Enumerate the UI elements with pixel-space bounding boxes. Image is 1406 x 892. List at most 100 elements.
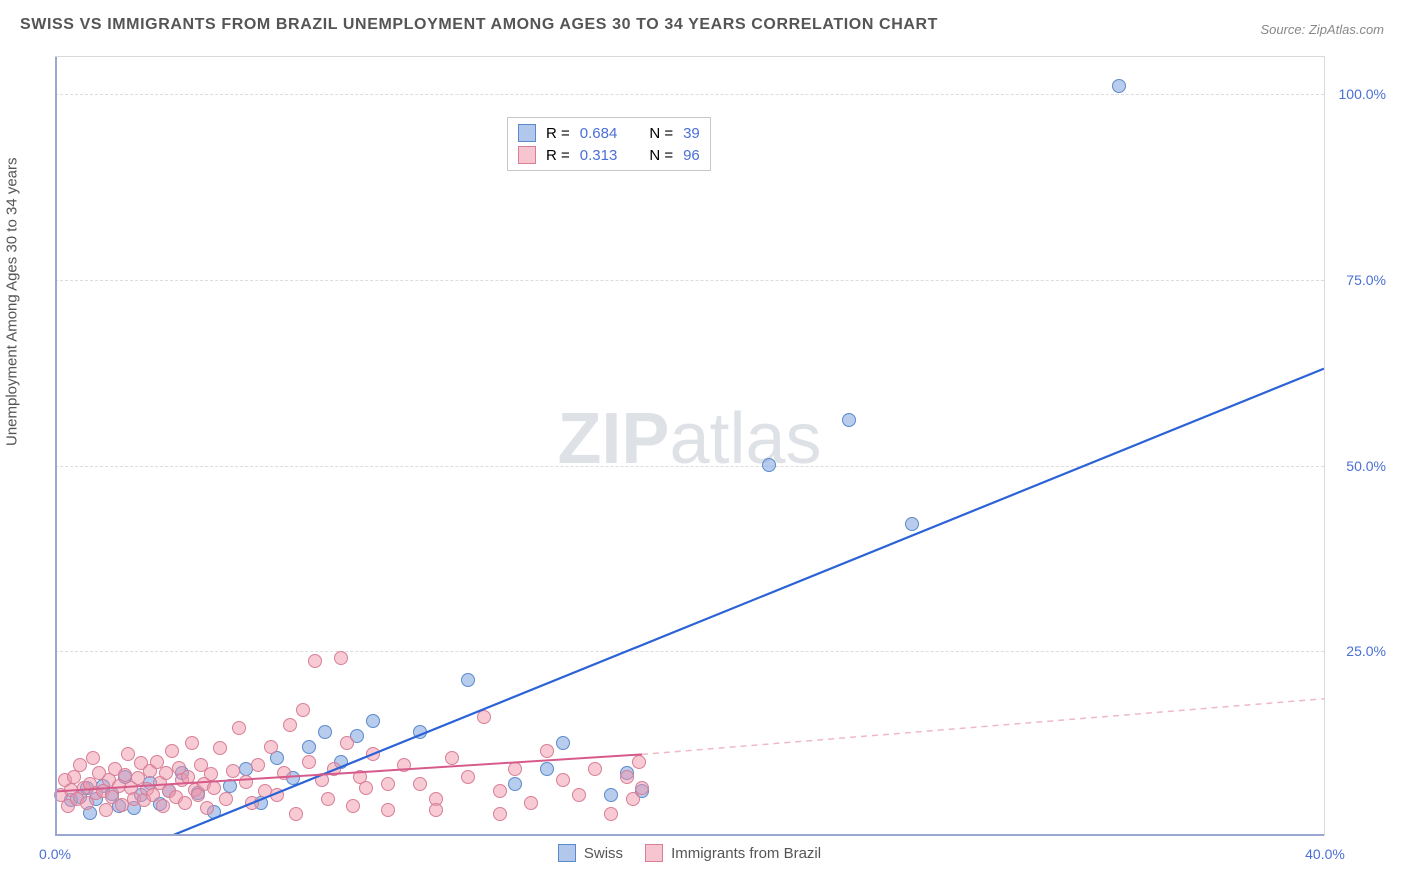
data-point xyxy=(604,788,618,802)
gridline xyxy=(55,280,1324,281)
data-point xyxy=(264,740,278,754)
data-point xyxy=(413,725,427,739)
data-point xyxy=(302,740,316,754)
data-point xyxy=(635,781,649,795)
y-axis-label: Unemployment Among Ages 30 to 34 years xyxy=(4,157,21,446)
data-point xyxy=(493,807,507,821)
data-point xyxy=(381,777,395,791)
data-point xyxy=(572,788,586,802)
data-point xyxy=(185,736,199,750)
r-label: R = xyxy=(546,147,570,164)
data-point xyxy=(226,764,240,778)
y-tick-label: 50.0% xyxy=(1346,458,1386,474)
data-point xyxy=(318,725,332,739)
data-point xyxy=(213,741,227,755)
data-point xyxy=(73,758,87,772)
data-point xyxy=(359,781,373,795)
data-point xyxy=(251,758,265,772)
data-point xyxy=(508,762,522,776)
source-label: Source: ZipAtlas.com xyxy=(1260,22,1384,37)
data-point xyxy=(842,413,856,427)
data-point xyxy=(283,718,297,732)
data-point xyxy=(413,777,427,791)
stats-legend: R = 0.684 N = 39 R = 0.313 N = 96 xyxy=(507,117,711,171)
data-point xyxy=(327,762,341,776)
data-point xyxy=(315,773,329,787)
n-value: 96 xyxy=(683,147,700,164)
n-label: N = xyxy=(649,125,673,142)
data-point xyxy=(346,799,360,813)
data-point xyxy=(245,796,259,810)
y-axis xyxy=(55,57,57,836)
legend-item: Immigrants from Brazil xyxy=(645,844,821,862)
data-point xyxy=(540,744,554,758)
data-point xyxy=(477,710,491,724)
data-point xyxy=(181,770,195,784)
data-point xyxy=(429,803,443,817)
data-point xyxy=(556,736,570,750)
data-point xyxy=(556,773,570,787)
data-point xyxy=(632,755,646,769)
gridline xyxy=(55,466,1324,467)
data-point xyxy=(156,799,170,813)
data-point xyxy=(620,770,634,784)
x-axis xyxy=(55,834,1324,836)
n-value: 39 xyxy=(683,125,700,142)
data-point xyxy=(604,807,618,821)
legend-swatch xyxy=(558,844,576,862)
data-point xyxy=(239,775,253,789)
data-point xyxy=(540,762,554,776)
chart-container: SWISS VS IMMIGRANTS FROM BRAZIL UNEMPLOY… xyxy=(0,0,1406,892)
legend-stat-row: R = 0.684 N = 39 xyxy=(518,122,700,144)
data-point xyxy=(366,714,380,728)
r-label: R = xyxy=(546,125,570,142)
data-point xyxy=(204,767,218,781)
data-point xyxy=(366,747,380,761)
data-point xyxy=(219,792,233,806)
data-point xyxy=(308,654,322,668)
plot-area: ZIPatlas 25.0%50.0%75.0%100.0%0.0%40.0% … xyxy=(55,56,1325,836)
data-point xyxy=(461,770,475,784)
data-point xyxy=(207,781,221,795)
y-tick-label: 25.0% xyxy=(1346,643,1386,659)
data-point xyxy=(461,673,475,687)
chart-title: SWISS VS IMMIGRANTS FROM BRAZIL UNEMPLOY… xyxy=(20,16,938,34)
n-label: N = xyxy=(649,147,673,164)
legend-label: Immigrants from Brazil xyxy=(671,845,821,862)
y-tick-label: 75.0% xyxy=(1346,272,1386,288)
legend-swatch xyxy=(518,124,536,142)
r-value: 0.313 xyxy=(580,147,618,164)
data-point xyxy=(86,751,100,765)
data-point xyxy=(524,796,538,810)
data-point xyxy=(762,458,776,472)
data-point xyxy=(200,801,214,815)
data-point xyxy=(296,703,310,717)
data-point xyxy=(508,777,522,791)
gridline xyxy=(55,651,1324,652)
data-point xyxy=(270,788,284,802)
data-point xyxy=(381,803,395,817)
data-point xyxy=(302,755,316,769)
data-point xyxy=(397,758,411,772)
legend-item: Swiss xyxy=(558,844,623,862)
plot-inner: 25.0%50.0%75.0%100.0%0.0%40.0% xyxy=(55,57,1324,836)
data-point xyxy=(340,736,354,750)
legend-label: Swiss xyxy=(584,845,623,862)
data-point xyxy=(178,796,192,810)
data-point xyxy=(232,721,246,735)
data-point xyxy=(121,747,135,761)
data-point xyxy=(99,803,113,817)
data-point xyxy=(588,762,602,776)
r-value: 0.684 xyxy=(580,125,618,142)
series-legend: Swiss Immigrants from Brazil xyxy=(55,844,1324,862)
legend-swatch xyxy=(645,844,663,862)
legend-swatch xyxy=(518,146,536,164)
legend-stat-row: R = 0.313 N = 96 xyxy=(518,144,700,166)
data-point xyxy=(321,792,335,806)
data-point xyxy=(165,744,179,758)
data-point xyxy=(626,792,640,806)
data-point xyxy=(277,766,291,780)
data-point xyxy=(445,751,459,765)
gridline xyxy=(55,94,1324,95)
data-point xyxy=(905,517,919,531)
